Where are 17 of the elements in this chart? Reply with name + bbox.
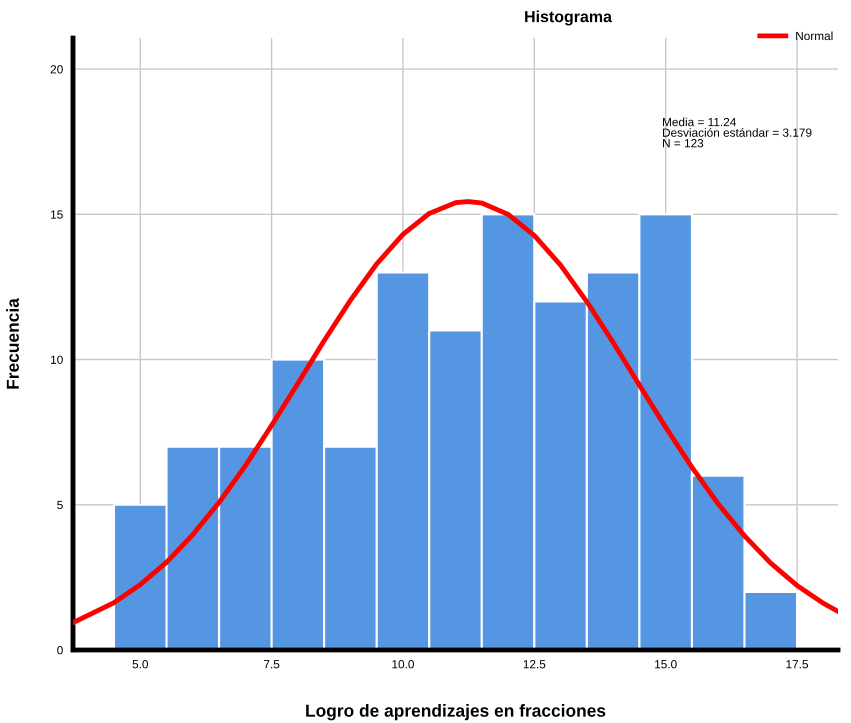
x-tick-label: 5.0 [132,660,148,668]
y-tick-label: 0 [57,646,63,654]
y-tick-label: 15 [51,210,63,219]
line-series [73,199,838,626]
x-tick-label: 15.0 [655,660,677,668]
annotation: Media = 11.24 Desviación estándar = 3.179 N = 123 [663,118,812,148]
x-tick-label: 17.5 [786,660,808,668]
x-axis-title: Logro de aprendizajes en fracciones [306,704,606,720]
y-axis-title: Frecuencia [6,298,19,389]
chart-title: Histograma [525,10,612,26]
x-tick-label: 10.0 [392,660,414,668]
y-tick-label: 10 [51,356,63,364]
x-tick-label: 12.5 [524,660,546,668]
y-tick-label: 5 [57,500,63,510]
y-tick-label: 20 [50,65,63,74]
x-tick-label: 7.5 [264,660,280,668]
legend-label: Normal [796,31,832,40]
